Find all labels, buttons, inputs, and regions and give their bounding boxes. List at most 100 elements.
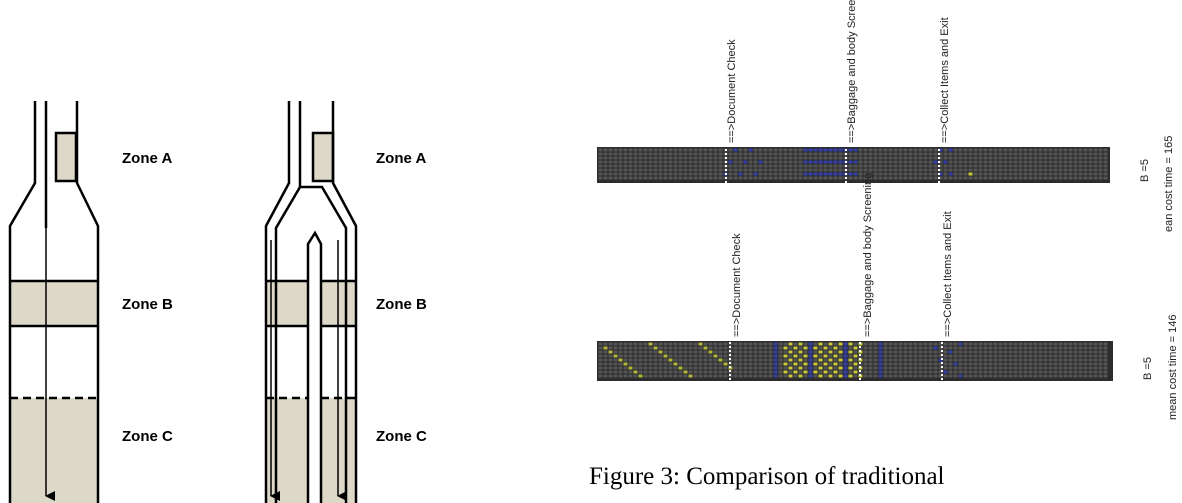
heatmap-cell xyxy=(983,350,988,354)
heatmap-cell xyxy=(908,370,913,374)
heatmap-cell xyxy=(648,358,653,362)
heatmap-cell xyxy=(828,342,833,346)
heatmap-top: ==>Document Check ==>Baggage and body Sc… xyxy=(597,0,1175,232)
heatmap-cell xyxy=(598,164,603,168)
heatmap-cell xyxy=(633,374,638,378)
heatmap-cell xyxy=(968,168,973,172)
heatmap-cell xyxy=(868,346,873,350)
heatmap-cell xyxy=(633,366,638,370)
heatmap-cell xyxy=(848,160,853,164)
heatmap-cell xyxy=(918,374,923,378)
heatmap-cell xyxy=(813,152,818,156)
heatmap-cell xyxy=(728,168,733,172)
heatmap-cell xyxy=(1078,366,1083,370)
heatmap-cell xyxy=(848,172,853,176)
heatmap-top-marker-collect-items: ==>Collect Items and Exit xyxy=(939,17,951,143)
heatmap-cell xyxy=(818,156,823,160)
heatmap-cell xyxy=(633,172,638,176)
heatmap-cell xyxy=(1053,164,1058,168)
heatmap-cell xyxy=(703,176,708,180)
heatmap-cell xyxy=(928,362,933,366)
heatmap-cell xyxy=(833,160,838,164)
heatmap-cell xyxy=(768,152,773,156)
heatmap-cell xyxy=(1048,152,1053,156)
heatmap-cell xyxy=(753,168,758,172)
heatmap-cell xyxy=(893,160,898,164)
heatmap-cell xyxy=(788,176,793,180)
heatmap-cell xyxy=(998,366,1003,370)
heatmap-cell xyxy=(903,354,908,358)
heatmap-cell xyxy=(1018,164,1023,168)
heatmap-cell xyxy=(783,172,788,176)
heatmap-cell xyxy=(893,346,898,350)
heatmap-top-marker-document-check: ==>Document Check xyxy=(726,39,738,143)
heatmap-cell xyxy=(603,366,608,370)
heatmap-cell xyxy=(943,342,948,346)
heatmap-cell xyxy=(843,354,848,358)
heatmap-cell xyxy=(643,152,648,156)
heatmap-cell xyxy=(598,342,603,346)
heatmap-cell xyxy=(598,362,603,366)
heatmap-cell xyxy=(1078,346,1083,350)
heatmap-cell xyxy=(1083,346,1088,350)
heatmap-cell xyxy=(953,354,958,358)
heatmap-cell xyxy=(793,172,798,176)
heatmap-cell xyxy=(793,346,798,350)
heatmap-cell xyxy=(1038,362,1043,366)
heatmap-cell xyxy=(813,156,818,160)
heatmap-cell xyxy=(958,358,963,362)
heatmap-cell xyxy=(938,370,943,374)
heatmap-cell xyxy=(1028,342,1033,346)
heatmap-cell xyxy=(903,148,908,152)
heatmap-cell xyxy=(643,354,648,358)
heatmap-cell xyxy=(1058,354,1063,358)
heatmap-cell xyxy=(863,366,868,370)
heatmap-cell xyxy=(938,148,943,152)
heatmap-cell xyxy=(628,358,633,362)
heatmap-cell xyxy=(633,362,638,366)
heatmap-cell xyxy=(893,176,898,180)
heatmap-cell xyxy=(1088,370,1093,374)
heatmap-cell xyxy=(958,342,963,346)
heatmap-cell xyxy=(1093,172,1098,176)
heatmap-cell xyxy=(763,346,768,350)
heatmap-cell xyxy=(953,342,958,346)
heatmap-cell xyxy=(968,148,973,152)
heatmap-cell xyxy=(793,366,798,370)
heatmap-cell xyxy=(1013,160,1018,164)
heatmap-cell xyxy=(853,342,858,346)
heatmap-cell xyxy=(673,370,678,374)
heatmap-cell xyxy=(1063,160,1068,164)
heatmap-cell xyxy=(863,362,868,366)
heatmap-cell xyxy=(668,176,673,180)
heatmap-cell xyxy=(988,346,993,350)
heatmap-cell xyxy=(1053,156,1058,160)
heatmap-cell xyxy=(1033,172,1038,176)
heatmap-cell xyxy=(788,342,793,346)
heatmap-cell xyxy=(938,160,943,164)
heatmap-cell xyxy=(958,366,963,370)
heatmap-cell xyxy=(848,176,853,180)
heatmap-cell xyxy=(818,342,823,346)
heatmap-cell xyxy=(688,172,693,176)
heatmap-cell xyxy=(728,176,733,180)
heatmap-cell xyxy=(648,152,653,156)
heatmap-cell xyxy=(733,176,738,180)
heatmap-cell xyxy=(793,176,798,180)
heatmap-cell xyxy=(1098,354,1103,358)
heatmap-cell xyxy=(618,374,623,378)
heatmap-cell xyxy=(618,176,623,180)
heatmap-cell xyxy=(698,362,703,366)
heatmap-cell xyxy=(1058,156,1063,160)
heatmap-cell xyxy=(918,366,923,370)
heatmap-cell xyxy=(948,176,953,180)
heatmap-cell xyxy=(818,164,823,168)
heatmap-cell xyxy=(648,176,653,180)
heatmap-cell xyxy=(828,164,833,168)
heatmap-cell xyxy=(658,370,663,374)
heatmap-cell xyxy=(908,366,913,370)
heatmap-cell xyxy=(743,374,748,378)
heatmap-cell xyxy=(1063,354,1068,358)
heatmap-cell xyxy=(603,148,608,152)
heatmap-cell xyxy=(653,156,658,160)
